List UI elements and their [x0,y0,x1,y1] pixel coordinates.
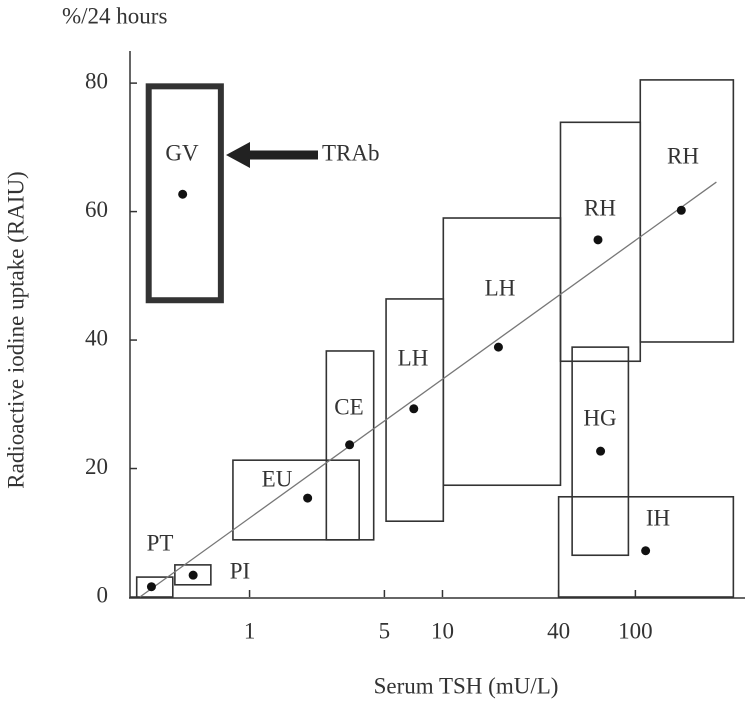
point [593,235,603,245]
annotation: TRAb [322,140,380,165]
box-label: PT [147,530,174,555]
range-box [571,346,630,557]
box-label: RH [667,143,699,168]
y-axis-label: Radioactive iodine uptake (RAIU) [3,171,28,488]
point [146,582,156,592]
arrow-head [226,142,250,168]
box-label: LH [398,345,429,370]
point [345,440,355,450]
point [596,446,606,456]
x-tick-label: 1 [244,618,256,643]
y-tick-label: 20 [85,454,108,479]
point [188,570,198,580]
x-tick-label: 40 [547,618,570,643]
box-label: GV [165,140,199,165]
range-box [135,576,174,598]
y-tick-label: 0 [97,582,109,607]
box-label: EU [262,466,293,491]
y-tick-label: 40 [85,325,108,350]
range-box [174,564,212,586]
range-box [442,217,562,487]
range-box [325,350,375,541]
range-box [145,83,224,304]
x-tick-label: 100 [618,618,653,643]
x-tick-label: 10 [431,618,454,643]
point [493,342,503,352]
y-unit: %/24 hours [62,3,167,28]
point [641,546,651,556]
x-tick-label: 5 [379,618,391,643]
range-box [557,495,735,598]
point [178,189,188,199]
point [409,404,419,414]
range-box [639,79,735,343]
point [303,493,313,503]
box-label: RH [584,195,616,220]
range-box [232,459,360,541]
x-axis-label: Serum TSH (mU/L) [374,673,559,698]
box-label: CE [334,394,363,419]
trend-line [139,181,717,598]
point [676,205,686,215]
y-tick-label: 60 [85,197,108,222]
box-label: IH [646,505,670,530]
box-label: LH [485,275,516,300]
box-label: PI [230,558,250,583]
y-tick-label: 80 [85,68,108,93]
box-label: HG [583,405,616,430]
